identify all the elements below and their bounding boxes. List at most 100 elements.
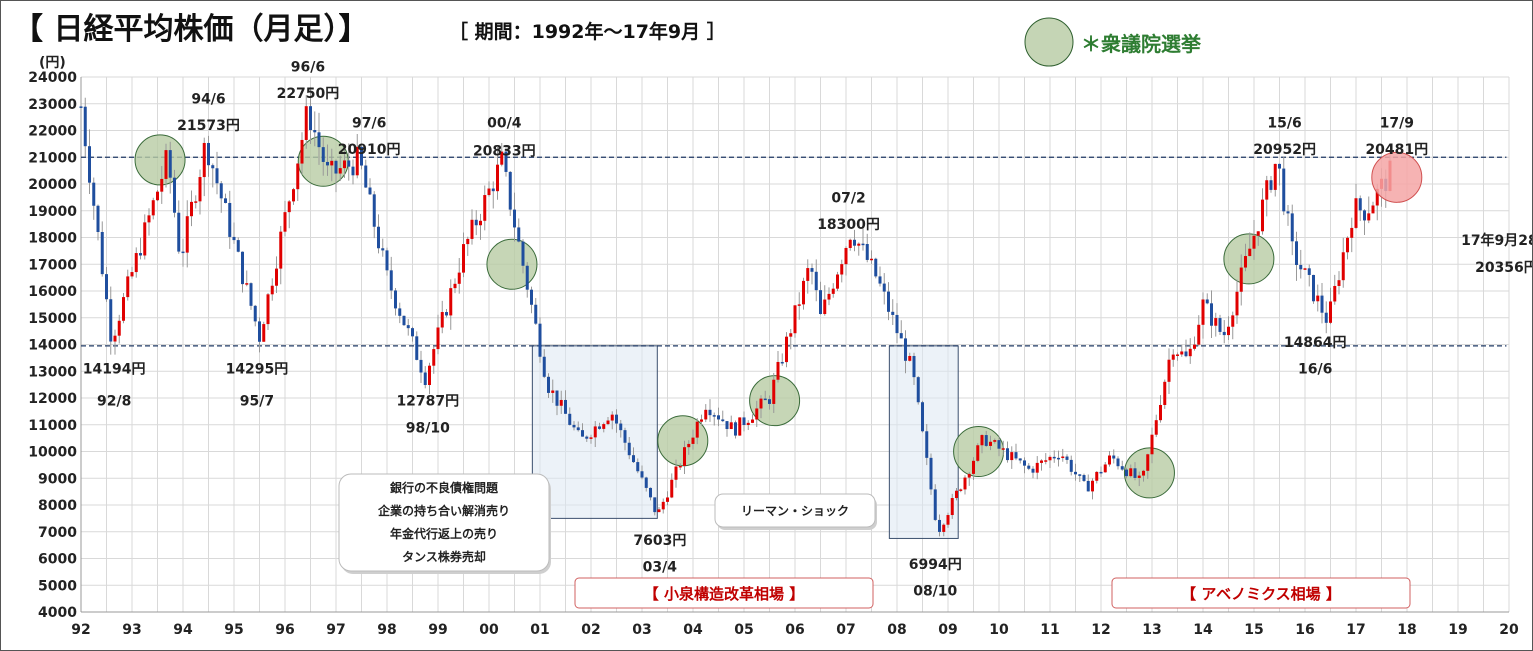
candle-body xyxy=(428,365,431,386)
candle-body xyxy=(117,320,121,336)
candle-body xyxy=(300,139,304,164)
candle-body xyxy=(381,248,385,251)
candle-body xyxy=(585,436,589,439)
candle-body xyxy=(1214,318,1218,326)
candle-body xyxy=(581,430,584,437)
x-tick-label: 16 xyxy=(1295,622,1314,638)
candle-body xyxy=(691,437,695,444)
candle-body xyxy=(1184,351,1188,357)
candle-body xyxy=(496,164,499,192)
candle-body xyxy=(695,421,699,438)
candle-body xyxy=(508,171,512,210)
candle-body xyxy=(377,226,380,249)
candle-body xyxy=(1112,455,1116,459)
y-tick-label: 7000 xyxy=(38,525,77,541)
x-tick-label: 96 xyxy=(275,622,294,638)
candle-body xyxy=(874,258,878,277)
x-tick-label: 17 xyxy=(1346,622,1365,638)
x-tick-label: 08 xyxy=(887,622,906,638)
candle-body xyxy=(950,498,954,516)
candle-body xyxy=(1337,280,1341,286)
annotation-label: 12787円 xyxy=(396,394,459,410)
era-box xyxy=(1111,577,1411,609)
x-tick-label: 12 xyxy=(1091,622,1110,638)
candle-body xyxy=(674,466,678,480)
chart-period: ［ 期間：1992年〜17年9月 ］ xyxy=(449,20,726,43)
candle-body xyxy=(700,419,703,422)
candle-body xyxy=(734,422,737,436)
candle-body xyxy=(666,497,669,502)
x-tick-label: 14 xyxy=(1193,622,1213,638)
candle-body xyxy=(245,283,249,285)
candle-body xyxy=(134,253,138,273)
candle-body xyxy=(1282,168,1286,212)
candle-body xyxy=(530,289,533,305)
candle-body xyxy=(470,219,474,239)
candle-body xyxy=(1316,295,1320,302)
candle-body xyxy=(840,264,844,275)
candle-body xyxy=(946,515,950,525)
candle-body xyxy=(258,321,261,342)
candle-body xyxy=(326,161,329,166)
candle-body xyxy=(1018,458,1022,461)
candle-body xyxy=(453,283,457,289)
candle-body xyxy=(738,417,742,436)
candle-body xyxy=(1333,285,1337,302)
y-tick-label: 17000 xyxy=(28,257,77,273)
candle-body xyxy=(406,325,410,329)
lehman-box xyxy=(714,493,876,528)
candle-body xyxy=(1358,198,1362,211)
candle-body xyxy=(1222,331,1226,336)
candle-body xyxy=(521,241,525,266)
candle-body xyxy=(411,328,414,337)
y-tick-label: 20000 xyxy=(28,177,77,193)
candle-body xyxy=(721,419,725,422)
candle-body xyxy=(389,270,393,291)
candle-body xyxy=(304,106,308,140)
candle-body xyxy=(1354,198,1358,228)
candle-body xyxy=(292,189,295,202)
candle-body xyxy=(1188,348,1192,357)
candle-body xyxy=(1001,448,1005,450)
candle-body xyxy=(1108,455,1111,465)
candle-body xyxy=(861,243,865,246)
candle-body xyxy=(763,398,767,401)
candle-body xyxy=(687,443,691,448)
x-tick-label: 07 xyxy=(836,622,855,638)
candle-body xyxy=(942,524,946,532)
candle-body xyxy=(1303,268,1307,270)
annotation-label: 96/6 xyxy=(291,59,325,75)
candle-body xyxy=(1023,460,1026,466)
candle-body xyxy=(632,455,635,463)
candle-body xyxy=(185,216,189,253)
annotation-label: 14864円 xyxy=(1284,335,1347,351)
annotation-label: 14295円 xyxy=(226,362,289,378)
y-tick-label: 23000 xyxy=(28,97,77,113)
candle-body xyxy=(836,274,839,289)
candle-body xyxy=(806,268,810,281)
candle-body xyxy=(513,209,516,228)
candle-body xyxy=(330,160,334,166)
candle-body xyxy=(143,222,147,256)
candle-body xyxy=(891,311,895,315)
candle-body xyxy=(1350,227,1354,238)
candle-body xyxy=(704,409,708,420)
candle-body xyxy=(1324,312,1328,323)
candle-body xyxy=(232,236,236,241)
candle-body xyxy=(568,413,572,425)
era-box xyxy=(574,577,874,609)
candle-body xyxy=(164,150,168,179)
candle-body xyxy=(1014,452,1018,459)
election-circle xyxy=(134,134,186,186)
candle-body xyxy=(1031,468,1035,473)
candle-body xyxy=(1256,231,1260,236)
candle-body xyxy=(394,290,397,309)
candle-body xyxy=(1261,199,1264,232)
candle-body xyxy=(1227,326,1230,336)
annotation-label: 21573円 xyxy=(177,118,240,134)
candle-body xyxy=(848,239,852,248)
candle-body xyxy=(572,424,576,428)
annotation-label: 00/4 xyxy=(487,115,522,131)
candle-body xyxy=(466,238,470,245)
x-tick-label: 10 xyxy=(989,622,1009,638)
